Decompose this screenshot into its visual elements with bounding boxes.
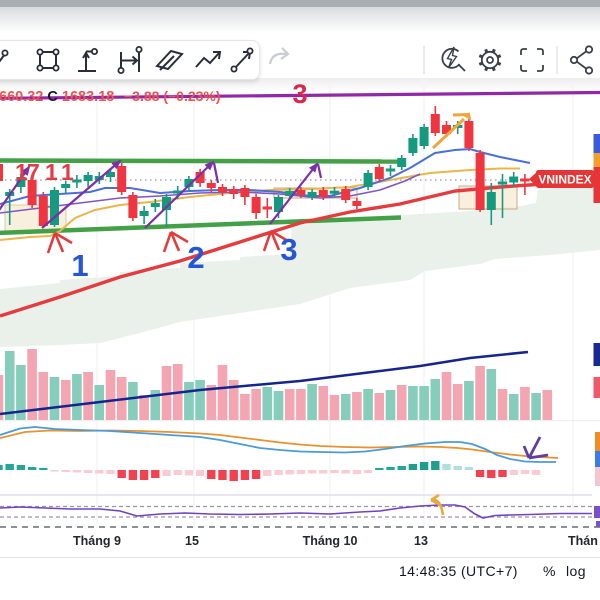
svg-text:1: 1 [61, 159, 74, 185]
svg-text:Tháng 9: Tháng 9 [73, 534, 121, 548]
svg-text:3: 3 [280, 232, 297, 267]
svg-text:−3.88 (−0.23%): −3.88 (−0.23%) [124, 88, 221, 104]
svg-text:15: 15 [185, 534, 199, 548]
svg-text:7: 7 [27, 159, 40, 185]
svg-text:Thán: Thán [568, 534, 598, 548]
svg-text:1: 1 [71, 248, 88, 283]
svg-text:13: 13 [414, 534, 428, 548]
svg-text:2: 2 [187, 240, 204, 275]
svg-text:1: 1 [45, 159, 58, 185]
svg-text:1: 1 [15, 159, 28, 185]
svg-text:VNINDEX: VNINDEX [538, 173, 591, 187]
svg-text:660.32 C 1683.18: 660.32 C 1683.18 [0, 89, 114, 105]
svg-text:3: 3 [292, 79, 307, 109]
svg-text:Tháng 10: Tháng 10 [303, 534, 358, 548]
